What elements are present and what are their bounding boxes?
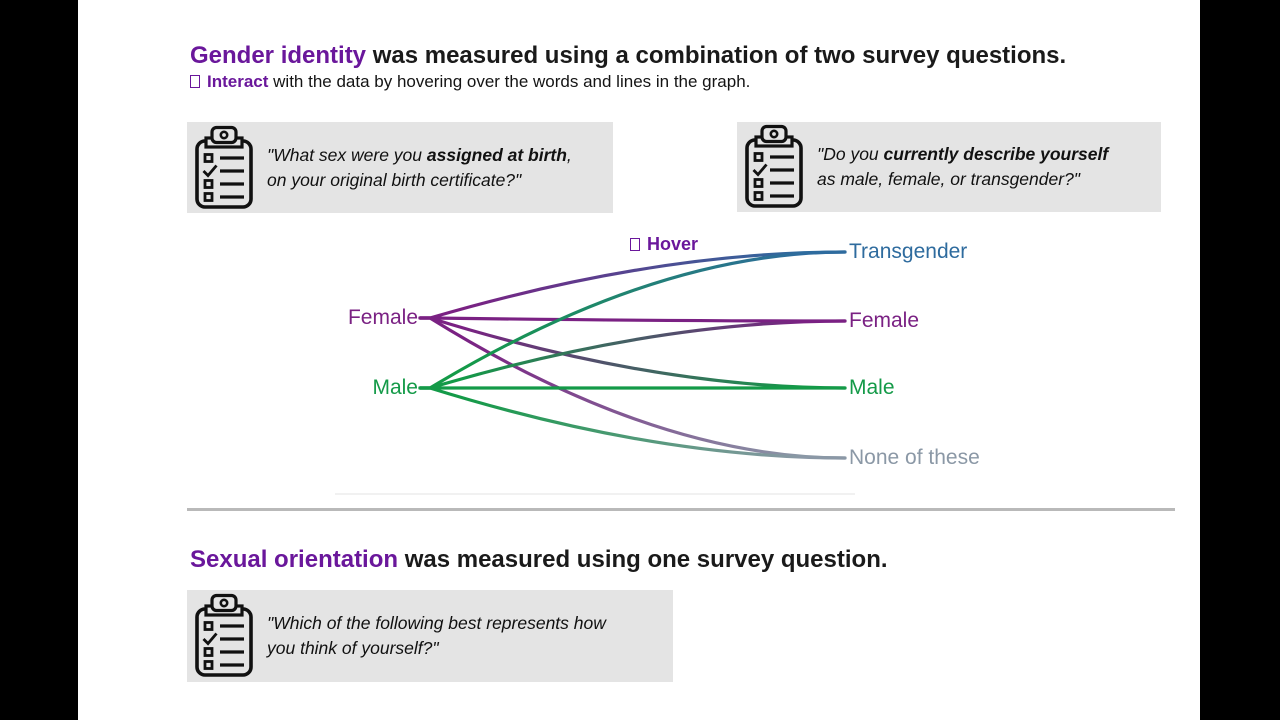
node-label-current-none[interactable]: None of these [849,446,980,469]
survey-question-card-birth: "What sex were you assigned at birth, on … [187,122,613,213]
section-divider [187,508,1175,511]
hover-word: Hover [647,234,699,254]
question-pre: "Do you [817,144,884,164]
link-male-to-none-of-these[interactable] [418,386,847,460]
identity-chart[interactable] [300,225,1010,500]
interact-word: Interact [207,72,269,91]
link-female-to-male[interactable] [418,316,847,390]
question-line2: on your original birth certificate?" [267,169,522,190]
question-bold: currently describe yourself [883,144,1109,164]
survey-question-text-current: "Do you currently describe yourself as ma… [817,142,1108,192]
clipboard-checklist-icon [195,593,253,677]
question-line2: you think of yourself?" [267,638,439,658]
link-female-to-transgender[interactable] [418,250,847,320]
hover-hint[interactable]: Hover [630,234,698,255]
clipboard-checklist-icon [745,124,803,208]
interact-subtitle: Interact with the data by hovering over … [190,72,750,92]
orientation-title-rest: was measured using one survey question. [398,546,888,573]
gender-title-rest: was measured using a combination of two … [366,42,1067,69]
question-pre: "Which of the following best represents … [267,613,606,633]
interact-rest: with the data by hovering over the words… [268,72,751,91]
node-label-birth-female[interactable]: Female [347,306,418,329]
link-female-to-female[interactable] [418,316,847,323]
gender-title-highlight: Gender identity [190,42,367,69]
orientation-title-highlight: Sexual orientation [190,546,399,573]
node-label-current-transgender[interactable]: Transgender [849,240,968,263]
question-pre: "What sex were you [267,144,427,165]
link-male-to-transgender[interactable] [418,250,847,390]
survey-question-card-orientation: "Which of the following best represents … [187,590,673,682]
page-canvas: Gender identity was measured using a com… [78,0,1200,720]
node-label-birth-male[interactable]: Male [372,376,418,399]
survey-question-card-current: "Do you currently describe yourself as ma… [737,122,1161,212]
orientation-section-title: Sexual orientation was measured using on… [190,546,888,574]
question-line2: as male, female, or transgender?" [817,169,1081,189]
question-bold: assigned at birth [426,144,567,165]
clipboard-checklist-icon [195,125,253,209]
gender-section-title: Gender identity was measured using a com… [190,42,1066,70]
missing-glyph-box-icon [190,75,200,88]
node-label-current-female[interactable]: Female [849,309,920,332]
survey-question-text-birth: "What sex were you assigned at birth, on … [267,143,572,193]
link-male-to-female[interactable] [418,319,847,390]
node-label-current-male[interactable]: Male [849,376,895,399]
missing-glyph-box-icon [630,238,640,251]
survey-question-text-orientation: "Which of the following best represents … [267,611,606,661]
question-post: , [566,144,572,165]
